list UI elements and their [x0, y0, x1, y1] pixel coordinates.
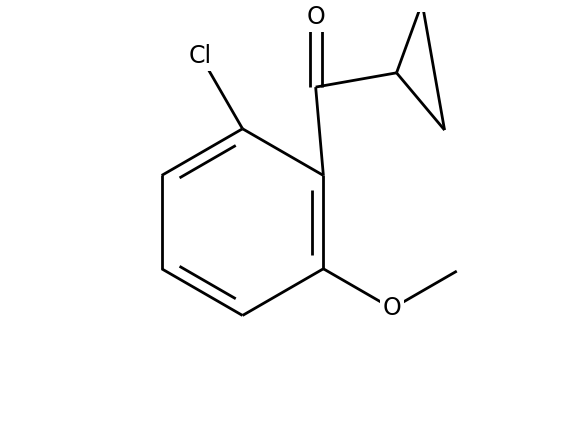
- Text: Cl: Cl: [189, 44, 212, 68]
- Text: O: O: [306, 5, 325, 29]
- Text: O: O: [383, 297, 401, 321]
